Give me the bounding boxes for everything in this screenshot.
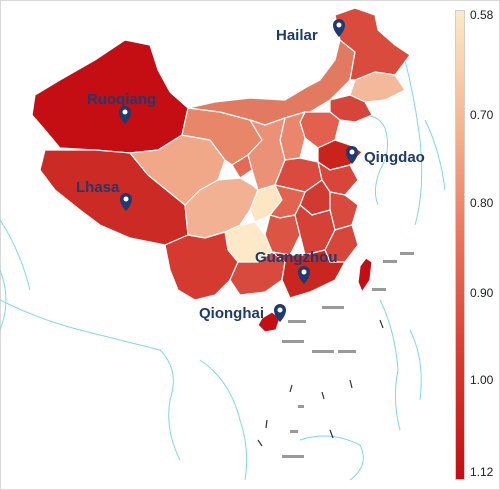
marker-layer: Hailar Ruoqiang Qingdao Lhasa Guangzhou … xyxy=(76,19,425,322)
region-yunnan xyxy=(164,231,239,301)
marker-qionghai[interactable]: Qionghai xyxy=(199,304,286,322)
coastline-north-korea xyxy=(359,115,389,206)
map-pin-icon xyxy=(120,193,132,211)
map-pin-icon xyxy=(274,304,286,322)
sea-mark xyxy=(312,350,334,353)
sea-mark xyxy=(383,260,397,263)
region-ningxia xyxy=(231,154,253,179)
scale-tick: 0.90 xyxy=(470,286,494,300)
scale-tick: 1.12 xyxy=(470,465,494,479)
map-pin-icon xyxy=(119,106,131,124)
sea-mark xyxy=(282,455,304,458)
sea-annotation-marks xyxy=(282,252,414,458)
sea-mark xyxy=(282,340,304,343)
marker-guangzhou[interactable]: Guangzhou xyxy=(255,249,338,284)
sea-mark xyxy=(400,252,414,255)
marker-label: Hailar xyxy=(276,27,318,44)
coastline-southeast-asia xyxy=(0,299,248,481)
marker-ruoqiang[interactable]: Ruoqiang xyxy=(87,91,156,124)
sea-mark xyxy=(372,288,386,291)
region-hainan xyxy=(257,311,281,333)
nine-dash-line xyxy=(257,319,384,447)
coastline-borneo xyxy=(299,435,364,481)
region-layer xyxy=(31,7,411,333)
map-pin-icon xyxy=(333,19,345,37)
marker-hailar[interactable]: Hailar xyxy=(276,19,345,44)
sea-mark xyxy=(290,430,298,433)
marker-qingdao[interactable]: Qingdao xyxy=(346,146,425,166)
color-scale-bar xyxy=(455,10,465,480)
map-pin-icon xyxy=(346,146,358,164)
sea-mark xyxy=(322,306,344,309)
marker-label: Guangzhou xyxy=(255,249,338,266)
scale-tick: 0.58 xyxy=(470,8,494,22)
region-zhejiang xyxy=(329,191,359,231)
coastline-japan xyxy=(404,59,446,226)
coastline-west xyxy=(0,219,31,331)
marker-label: Qingdao xyxy=(364,149,425,166)
marker-lhasa[interactable]: Lhasa xyxy=(76,179,132,211)
map-pin-icon xyxy=(298,266,310,284)
marker-label: Ruoqiang xyxy=(87,91,156,108)
region-qinghai xyxy=(129,134,226,206)
region-heilongjiang xyxy=(334,7,411,81)
sea-mark xyxy=(288,320,306,323)
coastline-philippines xyxy=(379,299,422,431)
marker-label: Qionghai xyxy=(199,305,264,322)
sea-mark xyxy=(298,405,304,408)
scale-tick: 0.70 xyxy=(470,108,494,122)
scale-tick: 1.00 xyxy=(470,373,494,387)
coastline-layer xyxy=(0,59,446,481)
region-taiwan xyxy=(357,257,373,293)
marker-label: Lhasa xyxy=(76,179,120,196)
scale-tick: 0.80 xyxy=(470,196,494,210)
sea-mark xyxy=(338,350,356,353)
